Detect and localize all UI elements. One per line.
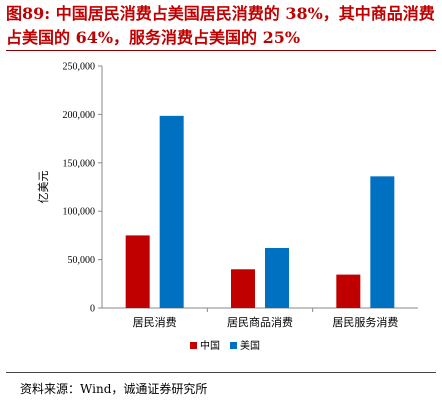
title-divider	[6, 50, 436, 51]
legend-label: 美国	[240, 339, 260, 352]
x-axis-ticks: 居民消费 居民商品消费 居民服务消费	[133, 308, 398, 329]
legend-swatch	[190, 342, 197, 349]
y-axis-ticks: 0 50,000 100,000 150,000 200,000 250,000	[63, 62, 102, 315]
y-tick-label: 100,000	[63, 207, 96, 218]
x-tick-label: 居民商品消费	[227, 315, 293, 329]
figure-title: 图89: 中国居民消费占美国居民消费的 38%，其中商品消费占美国的 64%，服…	[6, 4, 435, 47]
bar-china-1	[231, 269, 255, 308]
legend-label: 中国	[200, 339, 220, 352]
y-tick-label: 150,000	[63, 158, 96, 169]
x-tick-label: 居民服务消费	[332, 315, 398, 329]
y-tick-label: 50,000	[68, 255, 96, 266]
legend: 中国 美国	[190, 339, 260, 352]
bar-china-2	[336, 274, 361, 308]
x-tick-label: 居民消费	[133, 315, 177, 329]
bar-usa-1	[265, 247, 289, 308]
y-axis-label: 亿美元	[37, 171, 50, 204]
bar-usa-0	[159, 115, 184, 308]
bar-china-0	[125, 235, 150, 308]
y-tick-label: 200,000	[63, 110, 96, 121]
source-divider	[6, 372, 436, 373]
y-tick-label: 250,000	[63, 62, 96, 73]
y-tick-label: 0	[90, 304, 95, 315]
bars	[125, 115, 395, 308]
source-note: 资料来源：Wind，诚通证券研究所	[20, 382, 208, 396]
legend-swatch	[230, 342, 237, 349]
bar-usa-2	[370, 176, 395, 308]
